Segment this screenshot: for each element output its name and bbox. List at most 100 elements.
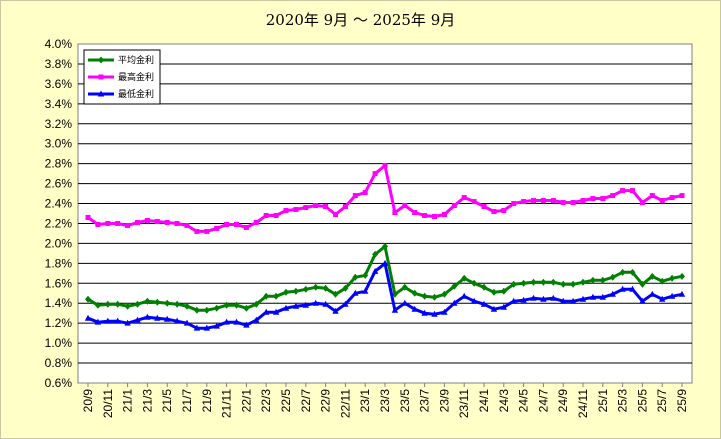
data-point [669, 195, 675, 201]
data-point [174, 220, 180, 226]
x-tick-label: 23/9 [437, 389, 451, 413]
gridlines [78, 63, 692, 364]
data-point [599, 276, 606, 284]
data-point [590, 196, 596, 202]
x-tick-label: 21/1 [121, 389, 135, 413]
data-point [659, 198, 665, 204]
data-point [243, 321, 250, 328]
data-point [204, 228, 210, 234]
data-point [560, 200, 566, 206]
data-point [501, 208, 507, 214]
data-point [589, 293, 597, 300]
data-point [302, 301, 309, 308]
y-tick-label: 1.2% [45, 316, 73, 330]
y-tick-label: 3.0% [45, 137, 73, 151]
data-point [639, 280, 646, 288]
data-point [668, 292, 676, 299]
data-point [401, 283, 408, 291]
data-point [194, 228, 200, 234]
data-point [85, 295, 91, 303]
data-point [461, 195, 467, 201]
data-point [124, 319, 131, 326]
data-point [619, 268, 626, 276]
data-point [342, 284, 349, 292]
data-point [560, 280, 567, 288]
chart-title: 2020年 9月 ～ 2025年 9月 [265, 11, 456, 29]
x-tick-label: 24/7 [536, 389, 550, 413]
data-point [283, 288, 289, 296]
data-point [322, 300, 329, 307]
data-point [362, 287, 369, 294]
data-point [610, 193, 616, 199]
data-point [85, 214, 91, 220]
data-point [589, 276, 596, 284]
data-point [94, 301, 101, 309]
x-tick-label: 23/7 [418, 389, 432, 413]
x-tick-label: 24/5 [517, 389, 531, 413]
data-point [480, 300, 488, 307]
y-tick-label: 3.2% [45, 117, 73, 131]
x-tick-label: 22/11 [338, 389, 352, 418]
data-point [619, 285, 626, 292]
data-point [164, 299, 171, 307]
data-point [678, 290, 686, 297]
x-tick-label: 21/5 [160, 389, 174, 413]
data-point [530, 294, 537, 301]
data-point [253, 300, 260, 308]
x-tick-label: 20/11 [101, 389, 115, 418]
data-point [95, 221, 101, 227]
data-point [154, 218, 160, 224]
y-tick-label: 3.6% [45, 77, 73, 91]
data-point [391, 306, 399, 313]
x-tick-label: 25/3 [616, 389, 630, 413]
data-point [530, 278, 537, 286]
y-tick-label: 0.6% [45, 376, 73, 390]
data-point [292, 287, 299, 295]
data-point [481, 204, 487, 210]
data-point [382, 242, 388, 250]
data-point [164, 315, 171, 322]
x-tick-label: 23/11 [457, 389, 471, 418]
data-point [253, 316, 260, 323]
legend-label-max: 最高金利 [118, 71, 154, 83]
data-point [560, 297, 567, 304]
data-point [272, 308, 280, 315]
x-tick-label: 22/3 [259, 389, 273, 413]
data-point [412, 210, 418, 216]
data-point [124, 302, 131, 310]
data-point [114, 317, 121, 324]
data-point [312, 283, 319, 291]
data-point [461, 292, 468, 299]
data-point [154, 314, 161, 321]
data-point [263, 308, 270, 315]
data-point [352, 273, 359, 281]
data-point [114, 300, 121, 308]
data-point [213, 304, 220, 312]
data-point [233, 301, 240, 309]
data-point [213, 322, 220, 329]
data-point [97, 90, 105, 97]
x-tick-label: 22/1 [239, 389, 253, 413]
data-point [500, 287, 507, 295]
data-point [352, 289, 359, 296]
data-point [323, 204, 329, 210]
data-point [144, 313, 151, 320]
data-point [550, 198, 556, 204]
data-point [580, 198, 586, 204]
data-point [183, 319, 191, 326]
data-point [550, 294, 557, 301]
y-axis-ticks: 0.6% 0.8% 1.0% 1.2% 1.4% 1.6% 1.8% 2.0% 2.2% 2.4%… [45, 37, 73, 390]
data-point [451, 203, 457, 209]
data-point [569, 297, 577, 304]
data-point [431, 310, 438, 317]
data-point [481, 283, 487, 291]
x-tick-label: 25/1 [596, 389, 610, 413]
data-point [164, 219, 170, 225]
data-point [203, 306, 210, 314]
data-point [362, 190, 368, 196]
data-point [144, 297, 151, 305]
data-point [510, 280, 517, 288]
data-point [669, 274, 676, 282]
data-point [441, 308, 448, 315]
data-point [659, 295, 666, 302]
